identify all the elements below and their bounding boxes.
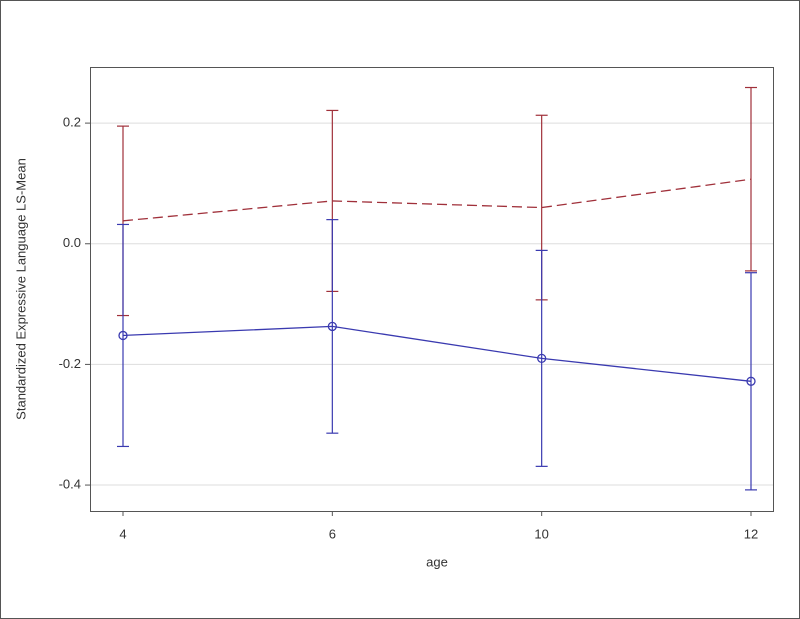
y-tick-label: 0.2 [63,115,81,130]
error-bar [745,86,757,272]
plot-area [90,67,774,512]
series-line [122,178,752,222]
series-line [122,325,752,382]
y-tick-label: -0.4 [59,476,81,491]
marker [537,353,547,364]
marker [746,376,756,386]
x-tick-label: 4 [119,526,126,541]
y-tick-label: -0.2 [59,356,81,371]
x-tick-label: 10 [534,526,548,541]
y-axis-label: Standardized Expressive Language LS-Mean [13,158,28,420]
marker [327,321,337,332]
marker [118,330,128,341]
x-tick-label: 12 [744,526,758,541]
x-tick-label: 6 [329,526,336,541]
y-tick-label: 0.0 [63,235,81,250]
x-axis-label: age [426,554,448,569]
